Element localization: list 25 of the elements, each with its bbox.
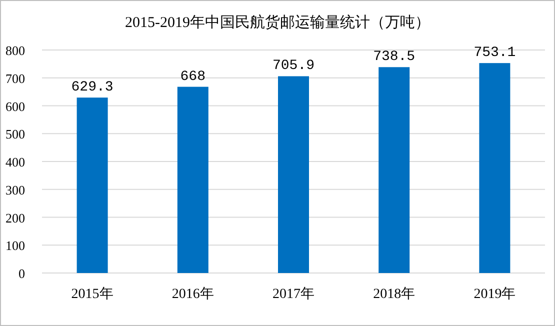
x-tick-label: 2015年 <box>71 286 114 302</box>
y-tick-label: 200 <box>6 210 25 226</box>
x-tick-label: 2018年 <box>373 286 416 302</box>
y-tick-label: 600 <box>6 98 25 114</box>
y-tick-label: 100 <box>6 238 25 254</box>
bar <box>479 63 510 273</box>
bar <box>76 98 108 273</box>
data-label: 753.1 <box>474 45 516 62</box>
y-tick-label: 800 <box>6 43 25 58</box>
bar <box>278 76 309 273</box>
y-tick-label: 700 <box>6 70 25 86</box>
data-label: 738.5 <box>373 49 416 66</box>
y-tick-label: 400 <box>6 154 25 170</box>
x-tick-label: 2017年 <box>272 286 314 302</box>
data-label: 705.9 <box>272 58 315 74</box>
y-tick-label: 500 <box>6 126 25 142</box>
x-tick-label: 2019年 <box>474 286 516 302</box>
bar <box>378 67 410 273</box>
x-tick-label: 2016年 <box>172 286 214 302</box>
data-label: 668 <box>180 68 206 85</box>
y-tick-label: 0 <box>18 266 25 281</box>
bar <box>177 86 208 273</box>
chart-title: 2015-2019年中国民航货邮运输量统计（万吨） <box>125 14 430 31</box>
data-label: 629.3 <box>71 80 114 96</box>
y-tick-label: 300 <box>6 182 25 198</box>
